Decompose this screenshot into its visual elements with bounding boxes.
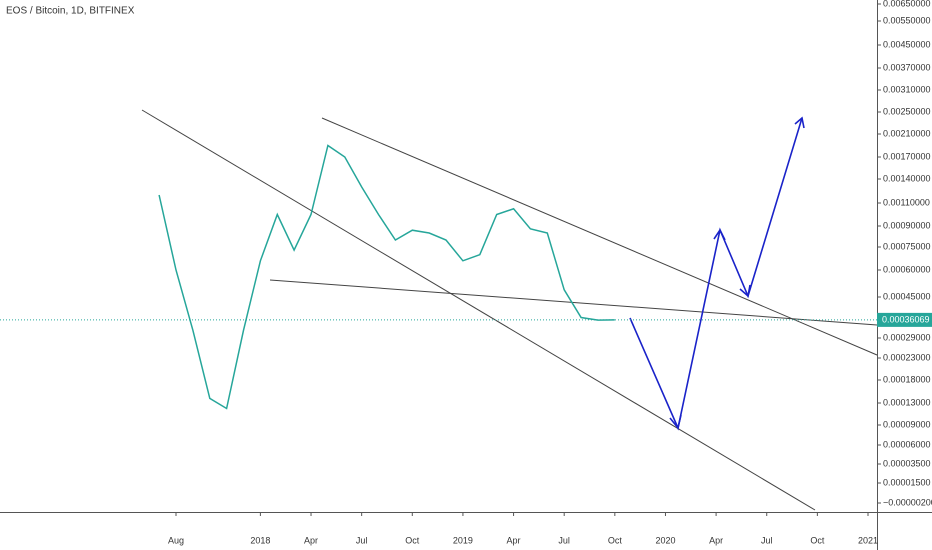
trend-line (321, 117, 878, 356)
y-tick-label: 0.00370000 (883, 62, 931, 72)
arrow-head (669, 414, 682, 430)
x-tick-label: 2019 (453, 535, 473, 545)
y-tick-label: 0.00550000 (883, 15, 931, 25)
y-tick-label: 0.00006000 (883, 439, 931, 449)
x-tick-label: 2018 (250, 535, 270, 545)
arrow-head (713, 228, 726, 241)
x-tick-label: Aug (168, 535, 184, 545)
x-tick-label: Jul (558, 535, 570, 545)
y-tick-label: 0.00650000 (883, 0, 931, 8)
x-tick-label: Apr (507, 535, 521, 545)
y-tick-label: 0.00250000 (883, 106, 931, 116)
last-price-label: 0.00036069 (882, 314, 930, 324)
last-price-badge (877, 312, 932, 327)
x-tick-label: Jul (761, 535, 773, 545)
trend-line (141, 109, 816, 511)
x-tick-label: Oct (608, 535, 623, 545)
y-tick-label: 0.00045000 (883, 291, 931, 301)
chart-title: EOS / Bitcoin, 1D, BITFINEX (6, 6, 135, 17)
trend-line (269, 279, 878, 326)
y-tick-label: 0.00013000 (883, 397, 931, 407)
arrow-head (739, 284, 751, 298)
trend-lines (141, 109, 878, 511)
x-tick-label: Apr (709, 535, 723, 545)
y-tick-label: 0.00003500 (883, 458, 931, 468)
arrow-head (794, 116, 805, 129)
y-tick-label: 0.00009000 (883, 419, 931, 429)
y-tick-label: 0.00450000 (883, 39, 931, 49)
x-tick-label: 2020 (655, 535, 675, 545)
y-tick-label: 0.00310000 (883, 84, 931, 94)
x-tick-label: Apr (304, 535, 318, 545)
y-tick-label: 0.00170000 (883, 151, 931, 161)
y-tick-label: 0.00023000 (883, 352, 931, 362)
y-tick-label: 0.00001500 (883, 477, 931, 487)
y-tick-label: 0.00060000 (883, 264, 931, 274)
y-tick-label: 0.00018000 (883, 374, 931, 384)
price-line (158, 144, 615, 410)
forecast-arrows (629, 116, 805, 431)
x-tick-label: Jul (356, 535, 368, 545)
y-tick-label: 0.00090000 (883, 220, 931, 230)
x-tick-label: 2021 (858, 535, 878, 545)
x-tick-label: Oct (405, 535, 420, 545)
y-tick-label: −0.00000200 (883, 497, 932, 507)
y-tick-label: 0.00110000 (883, 197, 930, 207)
y-tick-label: 0.00075000 (883, 241, 931, 251)
y-tick-label: 0.00029000 (883, 332, 931, 342)
x-tick-label: Oct (810, 535, 825, 545)
y-tick-label: 0.00140000 (883, 173, 931, 183)
y-tick-label: 0.00210000 (883, 128, 931, 138)
